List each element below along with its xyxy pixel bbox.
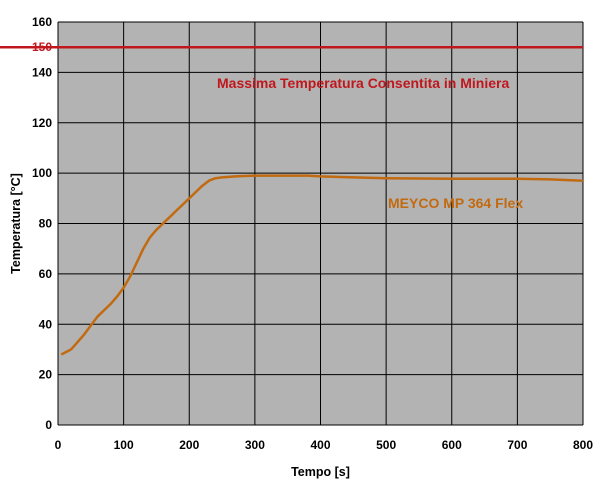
series-group xyxy=(60,174,584,356)
series-annotation: MEYCO MP 364 Flex xyxy=(388,195,523,211)
y-tick-label: 0 xyxy=(45,418,52,432)
x-tick-label: 200 xyxy=(179,438,199,452)
x-tick-label: 500 xyxy=(376,438,396,452)
reference-line-group: 150 xyxy=(0,40,583,54)
x-tick-label: 700 xyxy=(507,438,527,452)
x-tick-label: 400 xyxy=(310,438,330,452)
y-tick-label: 20 xyxy=(39,368,53,382)
x-tick-label: 600 xyxy=(442,438,462,452)
reference-line-label: 150 xyxy=(32,40,52,54)
series-line-meyco xyxy=(60,174,584,356)
y-tick-label: 160 xyxy=(32,15,52,29)
y-tick-label: 120 xyxy=(32,116,52,130)
y-tick-label: 60 xyxy=(39,267,53,281)
y-tick-labels: 0 20 40 60 80 100 120 140 160 xyxy=(32,15,52,432)
y-tick-label: 80 xyxy=(39,217,53,231)
reference-line-annotation: Massima Temperatura Consentita in Minier… xyxy=(217,75,509,91)
x-tick-label: 800 xyxy=(573,438,593,452)
y-tick-label: 140 xyxy=(32,65,52,79)
x-axis-title: Tempo [s] xyxy=(291,465,350,479)
y-axis-title: Temperatura [°C] xyxy=(9,173,23,274)
x-tick-label: 100 xyxy=(114,438,134,452)
grid-lines xyxy=(57,21,584,426)
y-tick-label: 40 xyxy=(39,317,53,331)
x-tick-labels: 0 100 200 300 400 500 600 700 800 xyxy=(55,438,594,452)
x-tick-label: 0 xyxy=(55,438,62,452)
x-tick-label: 300 xyxy=(245,438,265,452)
y-tick-label: 100 xyxy=(32,166,52,180)
